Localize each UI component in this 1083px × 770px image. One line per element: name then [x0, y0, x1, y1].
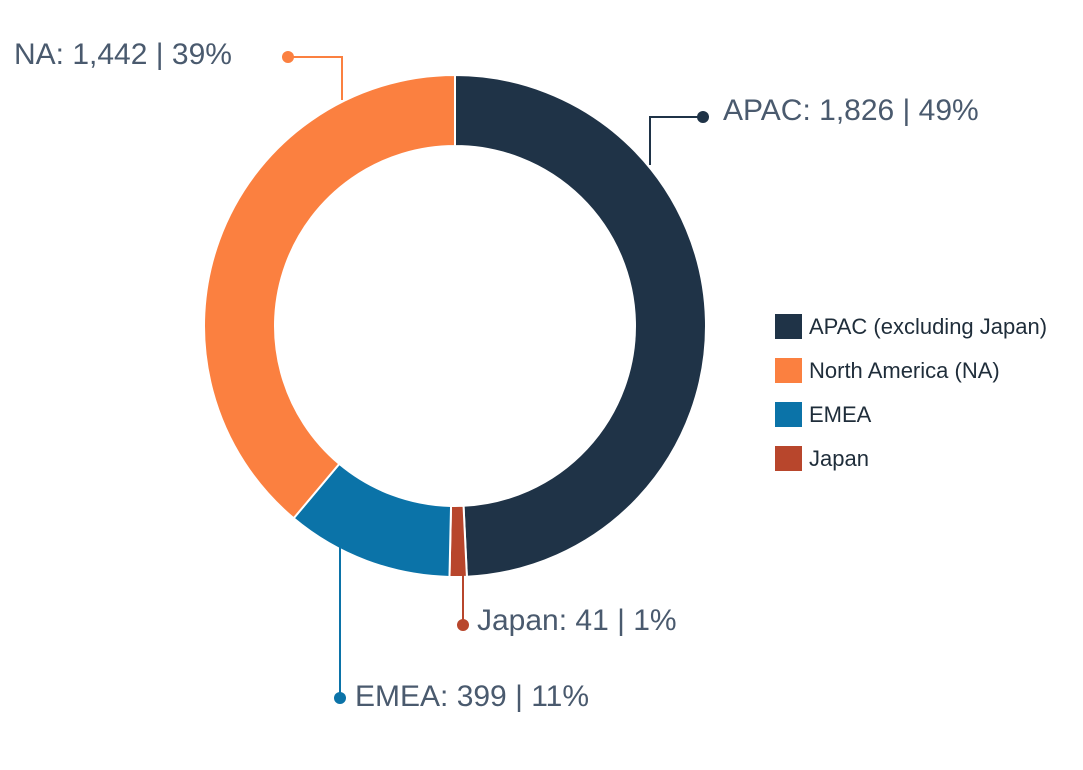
slice-na — [203, 73, 456, 520]
legend: APAC (excluding Japan) North America (NA… — [775, 314, 1047, 471]
legend-swatch-apac — [775, 314, 802, 339]
legend-label-japan: Japan — [809, 446, 869, 471]
leader-line-apac — [649, 116, 703, 165]
leader-dot-na — [282, 51, 294, 63]
donut-slices — [203, 73, 708, 578]
legend-swatch-na — [775, 358, 802, 383]
callout-leaders — [282, 51, 709, 704]
legend-label-emea: EMEA — [809, 402, 872, 427]
legend-swatch-japan — [775, 446, 802, 471]
legend-label-apac: APAC (excluding Japan) — [809, 314, 1047, 339]
slice-apac — [454, 73, 708, 578]
leader-dot-japan — [457, 619, 469, 631]
callout-labels: APAC: 1,826 | 49% Japan: 41 | 1% EMEA: 3… — [14, 38, 979, 713]
callout-emea-label: EMEA: 399 | 11% — [355, 680, 589, 713]
legend-swatch-emea — [775, 402, 802, 427]
legend-label-na: North America (NA) — [809, 358, 1000, 383]
slice-japan — [448, 504, 468, 578]
callout-japan-label: Japan: 41 | 1% — [477, 604, 677, 637]
callout-na-label: NA: 1,442 | 39% — [14, 38, 232, 71]
callout-apac-label: APAC: 1,826 | 49% — [723, 94, 979, 127]
leader-dot-apac — [697, 111, 709, 123]
leader-line-na — [288, 56, 343, 100]
leader-dot-emea — [334, 692, 346, 704]
